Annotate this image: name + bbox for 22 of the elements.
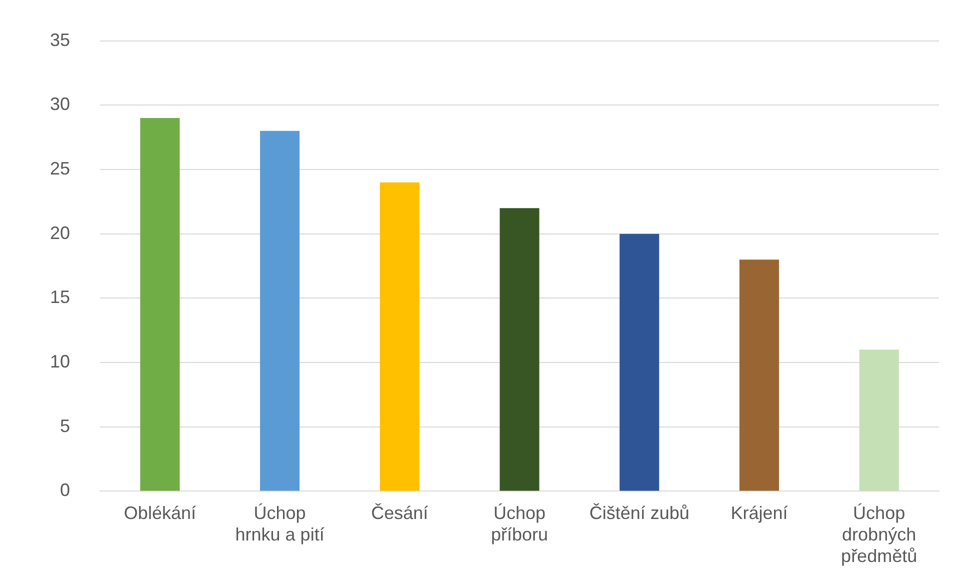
bar xyxy=(140,118,180,491)
x-tick-label: Úchop drobných předmětů xyxy=(841,502,918,566)
bar xyxy=(260,130,300,491)
y-tick-label: 30 xyxy=(50,94,70,114)
y-tick-label: 10 xyxy=(50,351,70,372)
bar xyxy=(380,182,420,491)
bar xyxy=(859,350,899,491)
y-tick-label: 0 xyxy=(60,480,70,500)
x-tick-label: Česání xyxy=(371,502,428,523)
bar xyxy=(739,260,779,491)
x-tick-label: Oblékání xyxy=(124,502,196,523)
x-tick-label: Úchop příboru xyxy=(490,502,548,545)
x-tick-label: Krájení xyxy=(730,502,788,523)
bar xyxy=(620,234,660,491)
y-tick-label: 25 xyxy=(50,158,70,178)
x-tick-label: Čištění zubů xyxy=(589,502,690,523)
x-tick-label: Úchop hrnku a pití xyxy=(235,502,324,545)
bar xyxy=(500,208,540,491)
y-tick-label: 35 xyxy=(50,30,70,50)
y-tick-label: 20 xyxy=(50,222,70,243)
y-tick-label: 15 xyxy=(50,287,70,308)
y-tick-label: 5 xyxy=(60,416,70,436)
